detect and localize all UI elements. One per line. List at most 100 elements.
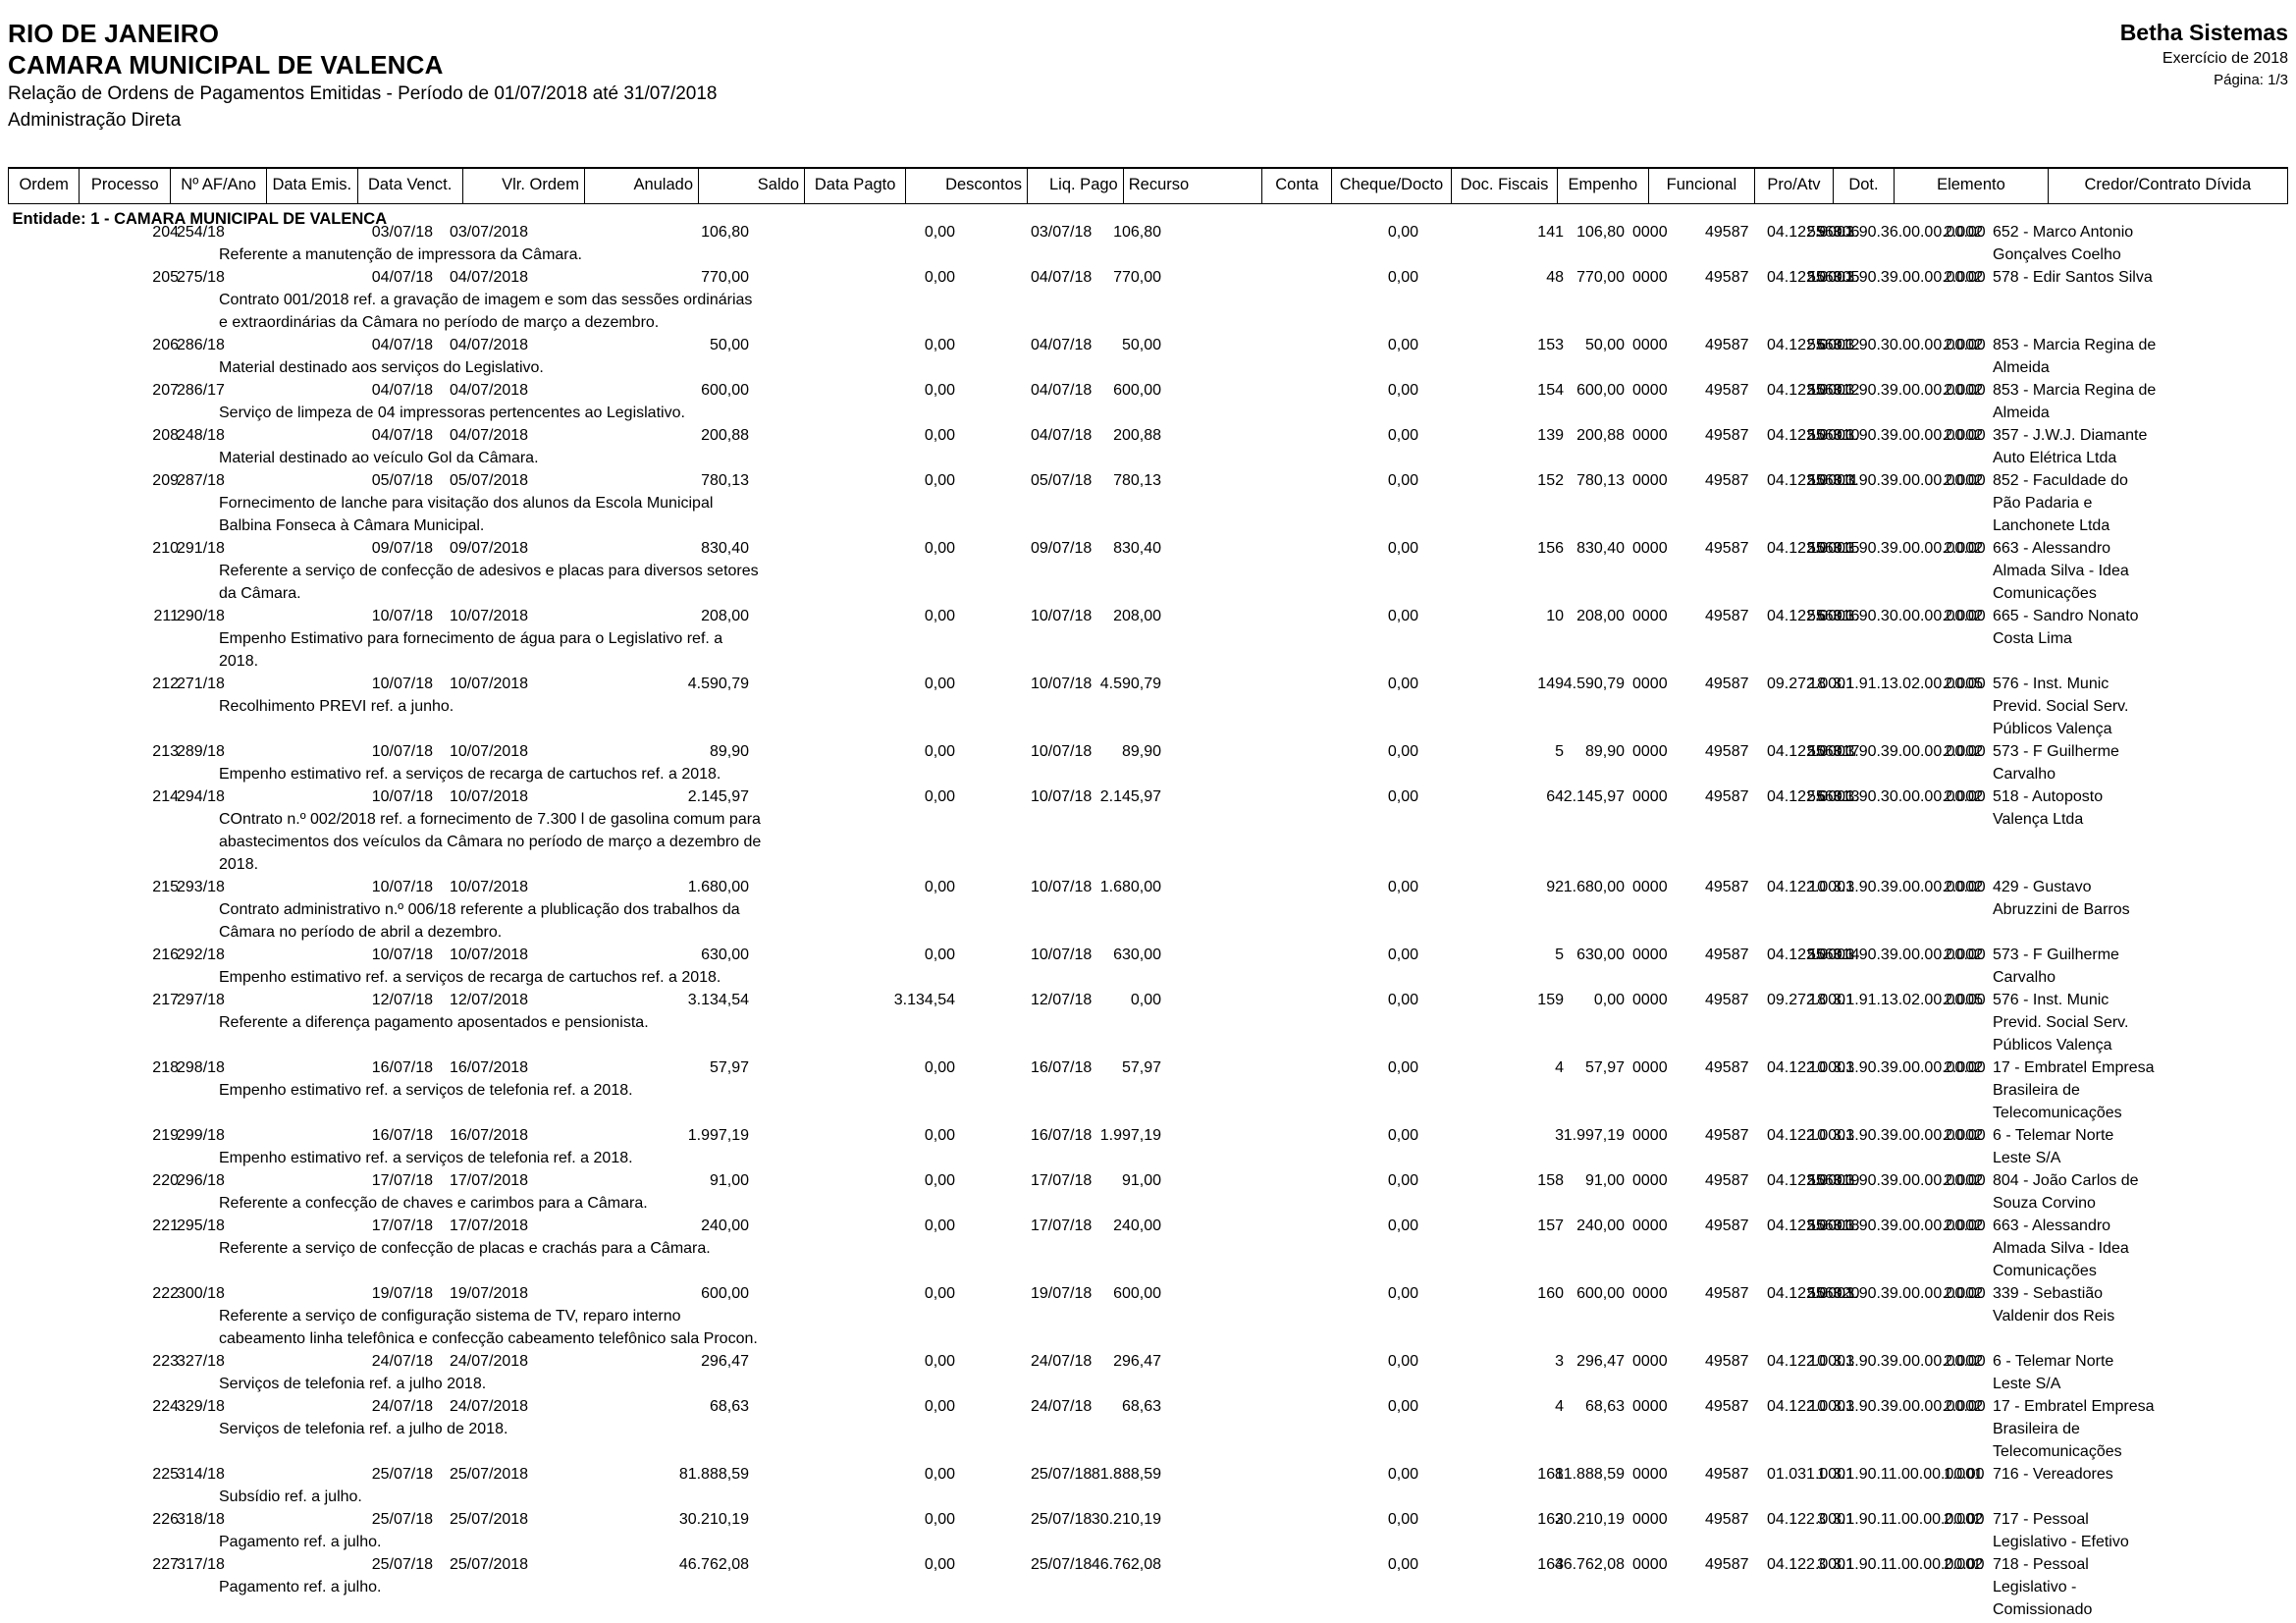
- cell-processo: 254/18: [177, 224, 225, 241]
- cell-data-pagto: 09/07/18: [1031, 540, 1093, 557]
- cell-anulado: 0,00: [924, 1127, 955, 1144]
- cell-conta: 0000: [1632, 743, 1668, 760]
- cell-credor-line: 852 - Faculdade do: [1993, 472, 2128, 489]
- cell-cheque-docto: 49587: [1705, 224, 1749, 241]
- cell-processo: 287/18: [177, 472, 225, 489]
- table-row: 211 290/18 10/07/18 10/07/2018 208,00 0,00 208…: [8, 606, 2288, 674]
- row-description-line: Serviços de telefonia ref. a julho 2018.: [219, 1376, 487, 1392]
- cell-data-pagto: 24/07/18: [1031, 1398, 1093, 1415]
- cell-elemento: 3.3.90.39.00.00.00.00: [1833, 947, 1986, 963]
- cell-empenho: 48: [1546, 269, 1564, 286]
- cell-data-pagto: 03/07/18: [1031, 224, 1093, 241]
- cell-liq-pago: 296,47: [1576, 1353, 1625, 1370]
- table-row-main: 221 295/18 17/07/18 17/07/2018 240,00 0,00 240…: [8, 1216, 2288, 1238]
- cell-dot: 6: [1817, 788, 1826, 805]
- col-data-pagto: Data Pagto: [803, 167, 907, 204]
- row-description: Serviços de telefonia ref. a julho de 20…: [8, 1419, 2288, 1441]
- row-description: Empenho Estimativo para fornecimento de …: [8, 628, 2288, 674]
- cell-funcional: 04.122.0001: [1767, 1556, 1854, 1573]
- cell-cheque-docto: 49587: [1705, 1398, 1749, 1415]
- cell-data-emis: 10/07/18: [371, 608, 433, 624]
- cell-descontos: 0,00: [1387, 1398, 1418, 1415]
- report-header: RIO DE JANEIRO CAMARA MUNICIPAL DE VALEN…: [8, 18, 2288, 165]
- cell-liq-pago: 600,00: [1576, 382, 1625, 399]
- cell-elemento: 3.3.90.30.00.00.00.00: [1833, 337, 1986, 353]
- cell-doc-fiscais: 556017: [1807, 743, 1860, 760]
- col-liq-pago: Liq. Pago: [1027, 167, 1124, 204]
- cell-dot: 10: [1808, 743, 1826, 760]
- table-row-main: 224 329/18 24/07/18 24/07/2018 68,63 0,00 68,6…: [8, 1396, 2288, 1419]
- cell-descontos: 0,00: [1387, 382, 1418, 399]
- cell-credor-line: 718 - Pessoal: [1993, 1556, 2089, 1573]
- cell-processo: 300/18: [177, 1285, 225, 1302]
- cell-dot: 10: [1808, 472, 1826, 489]
- cell-credor-line: Legislativo -: [1993, 1579, 2077, 1596]
- cell-credor-line: Previd. Social Serv.: [1993, 698, 2129, 715]
- cell-data-venct: 09/07/2018: [450, 540, 529, 557]
- cell-ordem: 227: [152, 1556, 179, 1573]
- cell-conta: 0000: [1632, 1059, 1668, 1076]
- cell-vlr-ordem: 200,88: [701, 427, 749, 444]
- cell-saldo: 2.145,97: [1099, 788, 1161, 805]
- cell-cheque-docto: 49587: [1705, 879, 1749, 895]
- cell-empenho: 5: [1555, 947, 1564, 963]
- cell-data-venct: 24/07/2018: [450, 1398, 529, 1415]
- cell-data-pagto: 25/07/18: [1031, 1556, 1093, 1573]
- cell-conta: 0000: [1632, 608, 1668, 624]
- cell-conta: 0000: [1632, 676, 1668, 692]
- cell-descontos: 0,00: [1387, 1556, 1418, 1573]
- cell-doc-fiscais: 556012: [1807, 337, 1860, 353]
- table-row: 221 295/18 17/07/18 17/07/2018 240,00 0,00 240…: [8, 1216, 2288, 1283]
- cell-credor-line: 6 - Telemar Norte: [1993, 1353, 2114, 1370]
- cell-ordem: 217: [152, 992, 179, 1008]
- table-row: 212 271/18 10/07/18 10/07/2018 4.590,79 0,00 4…: [8, 674, 2288, 741]
- row-description-line: Recolhimento PREVI ref. a junho.: [219, 698, 454, 715]
- header-left-block: RIO DE JANEIRO CAMARA MUNICIPAL DE VALEN…: [8, 18, 718, 134]
- row-description: Serviços de telefonia ref. a julho 2018.: [8, 1374, 2288, 1396]
- cell-processo: 294/18: [177, 788, 225, 805]
- cell-empenho: 149: [1537, 676, 1564, 692]
- cell-dot: 10: [1808, 382, 1826, 399]
- cell-credor-line: Costa Lima: [1993, 630, 2072, 647]
- cell-liq-pago: 830,40: [1576, 540, 1625, 557]
- row-description-line: da Câmara.: [219, 585, 301, 602]
- cell-saldo: 780,13: [1113, 472, 1161, 489]
- cell-credor-line: Públicos Valença: [1993, 721, 2112, 737]
- table-row: 209 287/18 05/07/18 05/07/2018 780,13 0,00 780…: [8, 470, 2288, 538]
- cell-saldo: 89,90: [1121, 743, 1161, 760]
- page-number: Página: 1/3: [2214, 72, 2288, 88]
- table-row-main: 208 248/18 04/07/18 04/07/2018 200,88 0,00 200…: [8, 425, 2288, 448]
- cell-cheque-docto: 49587: [1705, 676, 1749, 692]
- cell-dot: 18: [1808, 992, 1826, 1008]
- cell-dot: 10: [1808, 1398, 1826, 1415]
- table-row-main: 214 294/18 10/07/18 10/07/2018 2.145,97 0,00 2…: [8, 786, 2288, 809]
- cell-conta: 0000: [1632, 788, 1668, 805]
- cell-data-venct: 10/07/2018: [450, 743, 529, 760]
- cell-saldo: 208,00: [1113, 608, 1161, 624]
- header-right-block: Betha Sistemas Exercício de 2018 Página:…: [2120, 18, 2288, 91]
- row-description: Referente a serviço de confecção de plac…: [8, 1238, 2288, 1261]
- cell-credor-line: Telecomunicações: [1993, 1105, 2122, 1121]
- cell-saldo: 81.888,59: [1091, 1466, 1161, 1483]
- cell-cheque-docto: 49587: [1705, 1217, 1749, 1234]
- table-row-main: 225 314/18 25/07/18 25/07/2018 81.888,59 0,00…: [8, 1464, 2288, 1487]
- cell-anulado: 0,00: [924, 1556, 955, 1573]
- cell-conta: 0000: [1632, 1217, 1668, 1234]
- cell-data-venct: 10/07/2018: [450, 879, 529, 895]
- cell-data-pagto: 12/07/18: [1031, 992, 1093, 1008]
- cell-empenho: 157: [1537, 1217, 1564, 1234]
- row-description-line: abastecimentos dos veículos da Câmara no…: [219, 834, 762, 850]
- cell-vlr-ordem: 50,00: [709, 337, 749, 353]
- cell-liq-pago: 46.762,08: [1554, 1556, 1625, 1573]
- col-descontos: Descontos: [905, 167, 1029, 204]
- table-row-main: 209 287/18 05/07/18 05/07/2018 780,13 0,00 780…: [8, 470, 2288, 493]
- cell-data-venct: 25/07/2018: [450, 1556, 529, 1573]
- cell-conta: 0000: [1632, 337, 1668, 353]
- cell-descontos: 0,00: [1387, 1217, 1418, 1234]
- cell-data-emis: 10/07/18: [371, 947, 433, 963]
- cell-pro-atv: 2.002: [1944, 427, 1984, 444]
- cell-data-pagto: 10/07/18: [1031, 676, 1093, 692]
- cell-processo: 295/18: [177, 1217, 225, 1234]
- table-row-main: 212 271/18 10/07/18 10/07/2018 4.590,79 0,00 4…: [8, 674, 2288, 696]
- cell-anulado: 0,00: [924, 743, 955, 760]
